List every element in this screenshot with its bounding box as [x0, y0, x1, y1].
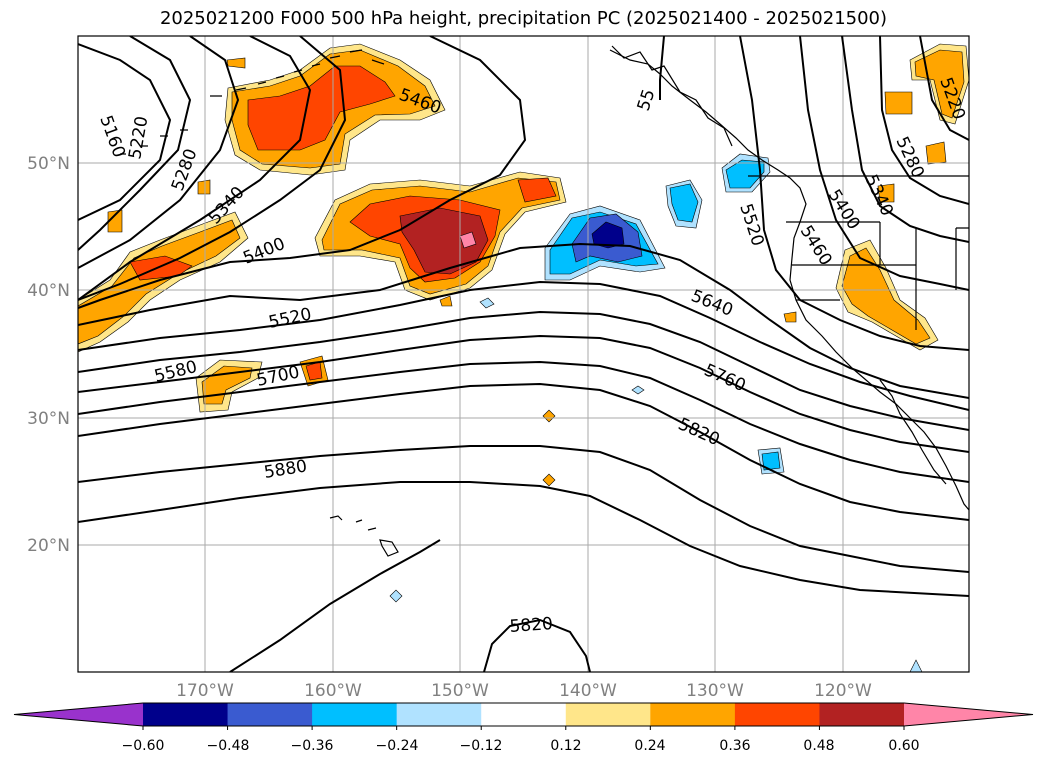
precip-positive-area: [439, 295, 453, 307]
contour-line: [483, 618, 591, 672]
precip-positive-area: [226, 57, 246, 69]
alaska-coast: [611, 45, 733, 147]
lat-label: 20°N: [27, 536, 70, 556]
contour-line: [229, 539, 441, 672]
precip-positive-area: [877, 183, 895, 203]
colorbar-tick-label: −0.12: [460, 738, 503, 754]
precip-negative-area: [761, 451, 781, 471]
map-plot-area: 5160 5220 5280 5340 5400 5460 5520 5580 …: [78, 36, 969, 672]
lon-label: 130°W: [686, 681, 744, 701]
height-contours: [78, 36, 969, 672]
lon-label: 170°W: [176, 681, 234, 701]
precip-positive-area: [542, 409, 556, 423]
contour-line: [78, 481, 969, 597]
precip-negative-area: [909, 659, 923, 672]
lat-label: 40°N: [27, 281, 70, 301]
latitude-labels: 50°N 40°N 30°N 20°N: [27, 154, 70, 556]
contour-line: [78, 36, 240, 269]
precip-negative-area: [479, 297, 495, 309]
contour-line: [78, 310, 969, 431]
precip-positive-area: [914, 49, 965, 119]
hawaii-islands: [329, 515, 399, 557]
colorbar-segment: [819, 703, 905, 726]
contour-line: [78, 382, 969, 521]
precip-positive-area: [542, 473, 556, 487]
contour-line: [78, 36, 192, 251]
contour-line: [78, 360, 969, 483]
colorbar-tick-label: −0.36: [291, 738, 334, 754]
colorbar-tick-label: −0.24: [376, 738, 419, 754]
map-frame: [77, 35, 970, 673]
longitude-labels: 170°W 160°W 150°W 140°W 130°W 120°W: [176, 681, 872, 701]
lat-label: 30°N: [27, 409, 70, 429]
coastlines: [120, 45, 969, 557]
colorbar-tick-label: −0.48: [207, 738, 250, 754]
contour-line: [841, 36, 969, 243]
colorbar-segment: [143, 703, 229, 726]
precip-positive-area: [459, 231, 477, 249]
contour-line: [78, 36, 347, 301]
colorbar-extend-left: [14, 703, 143, 726]
precip-negative-area: [669, 183, 699, 223]
baja-coast: [879, 379, 947, 485]
precip-positive-area: [247, 65, 396, 151]
colorbar-segment: [565, 703, 651, 726]
colorbar: −0.60 −0.48 −0.36 −0.24 −0.12 0.12 0.24 …: [13, 702, 1034, 754]
precip-negative-area: [631, 385, 645, 395]
contour-line: [78, 43, 172, 221]
contour-line: [78, 36, 527, 309]
colorbar-tick-label: 0.36: [719, 738, 750, 754]
colorbar-tick-label: 0.24: [634, 738, 665, 754]
precip-positive-area: [925, 141, 947, 165]
contour-line: [799, 36, 969, 291]
lon-label: 120°W: [814, 681, 872, 701]
contour-line: [919, 36, 969, 141]
colorbar-segment: [227, 703, 313, 726]
contour-line: [659, 36, 665, 100]
colorbar-tick-label: 0.48: [803, 738, 834, 754]
colorbar-segment: [481, 703, 567, 726]
colorbar-tick-label: 0.12: [550, 738, 581, 754]
colorbar-segment: [312, 703, 398, 726]
contour-line: [78, 445, 969, 573]
colorbar-segment: [396, 703, 482, 726]
colorbar-extend-right: [904, 703, 1033, 726]
contour-line: [78, 334, 969, 453]
lon-label: 160°W: [304, 681, 362, 701]
colorbar-ticks: −0.60 −0.48 −0.36 −0.24 −0.12 0.12 0.24 …: [122, 738, 920, 754]
north-america-coast: [609, 49, 969, 511]
colorbar-segment: [650, 703, 736, 726]
contour-line: [78, 242, 969, 399]
precip-positive-area: [517, 177, 557, 203]
precip-positive-area: [884, 91, 913, 115]
precip-positive-area: [107, 209, 123, 233]
precip-negative-area: [725, 159, 765, 189]
contour-line: [739, 36, 969, 351]
contour-line: [78, 280, 969, 411]
precip-negative-area: [389, 589, 403, 603]
contour-line: [78, 36, 312, 301]
contour-line: [879, 36, 969, 205]
map-title: 2025021200 F000 500 hPa height, precipit…: [159, 8, 888, 29]
contour-label: 5820: [509, 614, 554, 637]
lon-label: 150°W: [431, 681, 489, 701]
colorbar-tick-label: 0.60: [888, 738, 919, 754]
precip-positive-area: [197, 179, 211, 195]
colorbar-segments: [13, 702, 1034, 730]
lon-label: 140°W: [559, 681, 617, 701]
colorbar-segment: [734, 703, 820, 726]
precip-positive-area: [783, 311, 797, 323]
colorbar-tick-label: −0.60: [122, 738, 165, 754]
lat-label: 50°N: [27, 154, 70, 174]
